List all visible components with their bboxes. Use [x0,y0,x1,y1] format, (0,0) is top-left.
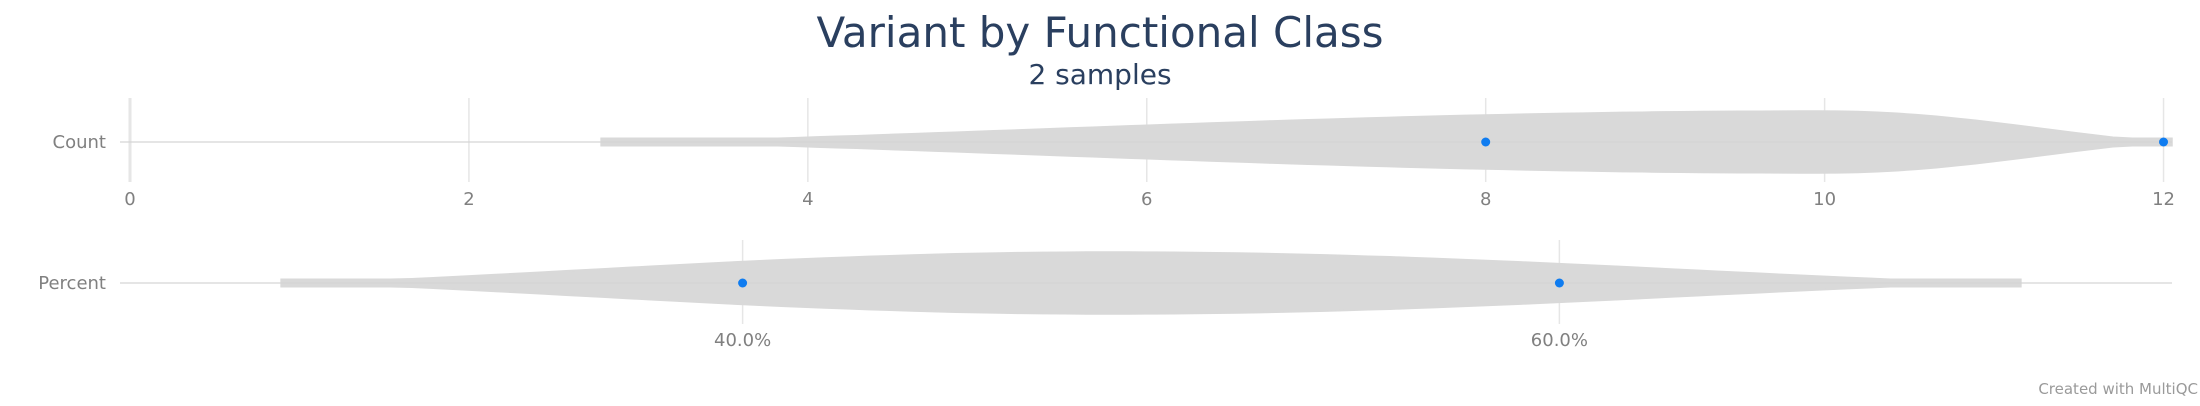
tick-label: 40.0% [714,330,771,351]
data-point [1554,278,1564,288]
chart-title: Variant by Functional Class [816,8,1384,57]
tick-label: 60.0% [1531,330,1588,351]
tick-label: 8 [1480,189,1491,210]
data-point [1481,137,1491,147]
data-point [738,278,748,288]
tick-label: 6 [1141,189,1152,210]
panel-percent: Percent 40.0% 60.0% [38,240,2172,351]
panel-count: Count 0 2 4 6 8 10 12 [53,98,2175,210]
tick-label: 2 [463,189,474,210]
tick-label: 10 [1813,189,1836,210]
tick-label: 4 [802,189,813,210]
tick-label: 0 [124,189,135,210]
data-point [2159,137,2169,147]
category-label: Percent [38,273,106,294]
category-label: Count [53,132,106,153]
credit-text: Created with MultiQC [2038,380,2198,398]
tick-label: 12 [2152,189,2175,210]
chart-subtitle: 2 samples [1028,58,1172,91]
